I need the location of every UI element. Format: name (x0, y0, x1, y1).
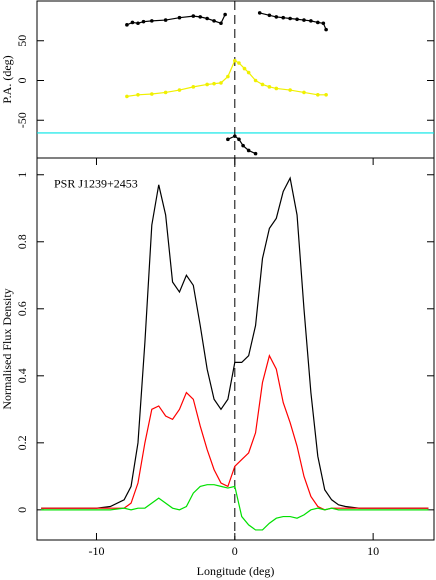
point (316, 93, 320, 97)
point (237, 137, 241, 142)
point (242, 66, 247, 71)
y-axis-label: P.A. (deg) (0, 55, 14, 103)
series-line (41, 176, 429, 509)
point (309, 19, 313, 23)
point (163, 18, 168, 22)
x-axis-label: Longitude (deg) (197, 564, 275, 578)
point (223, 12, 227, 17)
x-tick-label: 10 (367, 544, 379, 558)
y-tick-label: 1 (15, 172, 29, 178)
x-tick-label: -10 (88, 544, 104, 558)
point (233, 58, 237, 63)
y-tick-label: -50 (15, 112, 29, 128)
point (274, 15, 279, 19)
point (125, 94, 129, 99)
annotation: PSR J1239+2453 (54, 177, 138, 191)
point (141, 19, 146, 24)
point (150, 92, 154, 96)
point (302, 90, 306, 95)
series-line (126, 59, 327, 97)
point (177, 15, 182, 20)
point (253, 151, 258, 156)
point (295, 17, 299, 22)
y-tick-label: 0.2 (15, 435, 29, 450)
point (177, 88, 182, 92)
point (233, 134, 237, 138)
point (267, 85, 272, 89)
point (288, 88, 292, 92)
point (212, 19, 216, 23)
point (163, 90, 168, 95)
y-tick-label: 50 (15, 35, 29, 47)
point (226, 74, 230, 79)
point (321, 21, 326, 26)
point (150, 19, 154, 23)
point (198, 15, 203, 19)
point (226, 137, 230, 142)
point (267, 13, 272, 18)
point (136, 21, 140, 26)
point (246, 148, 251, 153)
point (241, 143, 245, 148)
y-axis-label: Normalised Flux Density (0, 288, 14, 409)
x-tick-label: 0 (232, 544, 238, 558)
point (257, 11, 262, 15)
series-line (41, 484, 429, 531)
point (274, 86, 279, 91)
point (136, 93, 140, 97)
point (260, 82, 265, 87)
y-tick-label: 0.6 (15, 301, 29, 316)
point (237, 61, 241, 65)
plot-frame (36, 0, 435, 159)
point (212, 81, 216, 86)
point (324, 27, 328, 32)
point (191, 14, 196, 18)
point (219, 21, 223, 26)
point (302, 18, 306, 22)
plot-frame (36, 157, 435, 541)
point (316, 20, 320, 25)
point (205, 16, 209, 21)
point (125, 23, 129, 27)
point (219, 81, 223, 85)
point (191, 85, 196, 89)
point (130, 20, 135, 25)
point (246, 70, 251, 75)
y-tick-label: 0 (15, 507, 29, 513)
point (281, 15, 286, 20)
point (324, 93, 328, 97)
point (288, 16, 292, 21)
y-tick-label: 0.4 (15, 368, 29, 383)
point (253, 78, 258, 83)
y-tick-label: 0.8 (15, 234, 29, 249)
y-tick-label: 0 (15, 77, 29, 83)
point (205, 82, 209, 87)
